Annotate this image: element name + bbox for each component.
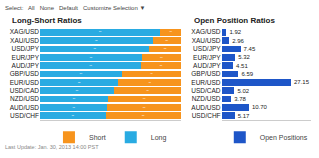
svg-text:EUR/JPY: EUR/JPY <box>12 54 40 61</box>
svg-text:44.35%: 44.35% <box>148 81 151 83</box>
svg-text:Short: Short <box>89 134 106 141</box>
svg-text:20.15%: 20.15% <box>166 40 169 41</box>
svg-text:79.85%: 79.85% <box>95 40 98 41</box>
svg-text:AUD/USD: AUD/USD <box>10 104 40 111</box>
svg-text:3.78: 3.78 <box>234 96 246 102</box>
svg-text:Last Update: Jan. 30, 2013 14:: Last Update: Jan. 30, 2013 14:00 PST <box>5 144 99 150</box>
svg-text:5.32: 5.32 <box>238 54 250 60</box>
svg-text:Open Position Ratios: Open Position Ratios <box>194 16 275 25</box>
svg-text:Select: All None Default: Select: All None Default Customize Selec… <box>5 5 145 11</box>
svg-text:47.82%: 47.82% <box>72 106 75 108</box>
svg-text:72.25%: 72.25% <box>90 57 93 58</box>
svg-text:NZD/USD: NZD/USD <box>192 95 221 102</box>
svg-text:52.18%: 52.18% <box>143 107 146 108</box>
svg-text:5.02: 5.02 <box>237 88 249 94</box>
svg-text:USD/CAD: USD/CAD <box>10 87 40 94</box>
svg-text:USD/JPY: USD/JPY <box>193 45 221 52</box>
svg-text:GBP/USD: GBP/USD <box>191 70 221 77</box>
svg-text:1.92: 1.92 <box>229 29 241 35</box>
svg-text:10.70: 10.70 <box>252 104 268 110</box>
svg-text:Open Positions: Open Positions <box>260 134 308 142</box>
svg-text:47.39%: 47.39% <box>146 89 149 91</box>
svg-text:41.76%: 41.76% <box>150 72 153 74</box>
svg-text:XAG/USD: XAG/USD <box>10 28 40 35</box>
svg-text:GBP/USD: GBP/USD <box>10 70 40 77</box>
svg-text:AUD/USD: AUD/USD <box>191 104 221 111</box>
svg-text:AUD/JPY: AUD/JPY <box>193 62 221 69</box>
svg-text:7.45: 7.45 <box>244 46 256 52</box>
svg-text:14.51%: 14.51% <box>169 30 172 32</box>
svg-text:AUD/JPY: AUD/JPY <box>12 62 40 69</box>
svg-text:53.50%: 53.50% <box>142 115 145 116</box>
svg-text:2.96: 2.96 <box>232 38 244 44</box>
svg-text:71.89%: 71.89% <box>89 65 92 66</box>
svg-text:XAG/USD: XAG/USD <box>191 28 221 35</box>
svg-text:USD/CHF: USD/CHF <box>192 112 221 119</box>
svg-text:51.94%: 51.94% <box>143 97 146 99</box>
svg-text:6.59: 6.59 <box>241 71 253 77</box>
svg-text:EUR/USD: EUR/USD <box>10 79 40 86</box>
svg-text:48.06%: 48.06% <box>73 97 76 99</box>
svg-text:EUR/JPY: EUR/JPY <box>193 54 221 61</box>
svg-text:Long-Short Ratios: Long-Short Ratios <box>12 16 82 25</box>
svg-text:27.75%: 27.75% <box>160 57 163 58</box>
svg-text:NZD/USD: NZD/USD <box>10 95 39 102</box>
svg-text:USD/JPY: USD/JPY <box>12 45 40 52</box>
svg-text:52.61%: 52.61% <box>76 90 79 91</box>
svg-text:USD/CAD: USD/CAD <box>191 87 221 94</box>
svg-text:55.65%: 55.65% <box>78 82 81 83</box>
svg-text:5.17: 5.17 <box>238 113 250 119</box>
svg-text:28.11%: 28.11% <box>160 65 163 66</box>
svg-text:46.50%: 46.50% <box>72 114 75 116</box>
svg-text:85.49%: 85.49% <box>99 30 102 32</box>
svg-text:4.51: 4.51 <box>236 63 248 69</box>
svg-text:USD/CHF: USD/CHF <box>10 112 39 119</box>
svg-text:Long: Long <box>151 134 167 142</box>
svg-text:77.68%: 77.68% <box>94 48 97 49</box>
svg-text:27.15: 27.15 <box>294 79 310 85</box>
svg-text:22.32%: 22.32% <box>164 48 167 49</box>
svg-text:EUR/USD: EUR/USD <box>191 79 221 86</box>
svg-text:XAU/USD: XAU/USD <box>192 37 221 44</box>
svg-text:XAU/USD: XAU/USD <box>10 37 39 44</box>
svg-text:58.24%: 58.24% <box>80 72 83 74</box>
